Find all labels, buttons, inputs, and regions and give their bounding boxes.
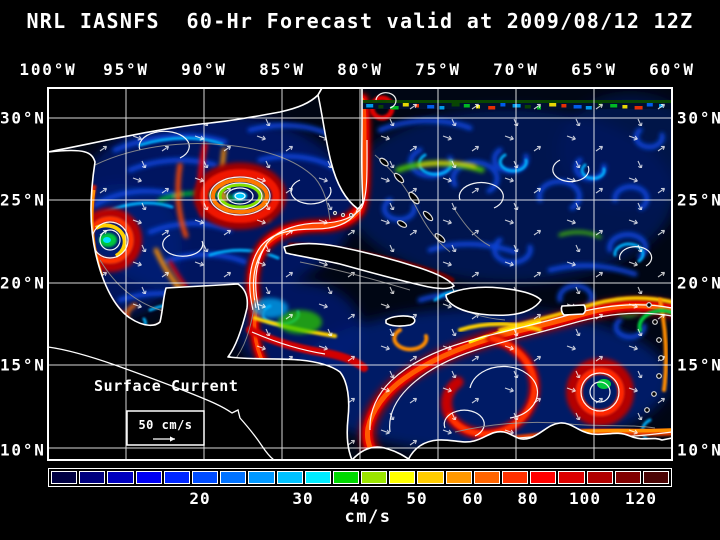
colorbar-cell	[502, 471, 529, 484]
colorbar-cell	[389, 471, 416, 484]
scale-label: 50 cm/s	[138, 418, 193, 432]
colorbar-cell	[248, 471, 275, 484]
colorbar-cell	[220, 471, 247, 484]
lat-label-left: 15°N	[0, 355, 46, 375]
colorbar-tick: 60	[462, 489, 484, 508]
colorbar-tick: 40	[349, 489, 371, 508]
lat-label-left: 20°N	[0, 273, 46, 293]
map-frame	[47, 87, 673, 461]
legend-title: Surface Current	[94, 377, 239, 395]
plot-title: NRL IASNFS 60-Hr Forecast valid at 2009/…	[26, 9, 694, 33]
colorbar-cell	[304, 471, 331, 484]
colorbar-tick: 120	[625, 489, 657, 508]
lat-label-right: 15°N	[677, 355, 720, 375]
lat-label-right: 30°N	[677, 108, 720, 128]
colorbar-cell	[642, 471, 670, 484]
lat-label-left: 30°N	[0, 108, 46, 128]
lat-label-left: 10°N	[0, 440, 46, 460]
colorbar-cell	[586, 471, 613, 484]
colorbar-tick: 20	[189, 489, 211, 508]
colorbar-cell	[51, 471, 78, 484]
lat-label-right: 10°N	[677, 440, 720, 460]
lon-label: 65°W	[571, 60, 617, 79]
colorbar-cell	[530, 471, 557, 484]
lon-label: 80°W	[337, 60, 383, 79]
colorbar-cell	[445, 471, 472, 484]
lat-label-right: 25°N	[677, 190, 720, 210]
colorbar-cell	[417, 471, 444, 484]
land	[48, 88, 672, 460]
lon-label: 100°W	[19, 60, 77, 79]
colorbar-cell	[558, 471, 585, 484]
colorbar-tick: 50	[406, 489, 428, 508]
colorbar-cell	[135, 471, 162, 484]
flow-field	[48, 88, 672, 460]
lon-label: 90°W	[181, 60, 227, 79]
lon-label: 85°W	[259, 60, 305, 79]
scale-arrow-icon	[153, 436, 175, 442]
colorbar-tick: 80	[517, 489, 539, 508]
colorbar-cell	[361, 471, 388, 484]
lon-label: 95°W	[103, 60, 149, 79]
colorbar-cell	[79, 471, 106, 484]
lat-label-left: 25°N	[0, 190, 46, 210]
lon-label: 75°W	[415, 60, 461, 79]
lon-label: 60°W	[649, 60, 695, 79]
graticule	[48, 88, 672, 460]
lon-label: 70°W	[493, 60, 539, 79]
pacific-coastline	[48, 346, 275, 460]
colorbar-cell	[473, 471, 500, 484]
scale-box	[126, 410, 205, 446]
colorbar-tick: 30	[292, 489, 314, 508]
colorbar-cell	[107, 471, 134, 484]
lat-label-right: 20°N	[677, 273, 720, 293]
colorbar-units: cm/s	[344, 507, 392, 527]
colorbar-cell	[614, 471, 641, 484]
colorbar-cell	[332, 471, 360, 484]
colorbar-cell	[191, 471, 219, 484]
colorbar-tick: 100	[569, 489, 601, 508]
colorbar-cell	[276, 471, 303, 484]
colorbar	[48, 468, 672, 487]
colorbar-cell	[163, 471, 190, 484]
